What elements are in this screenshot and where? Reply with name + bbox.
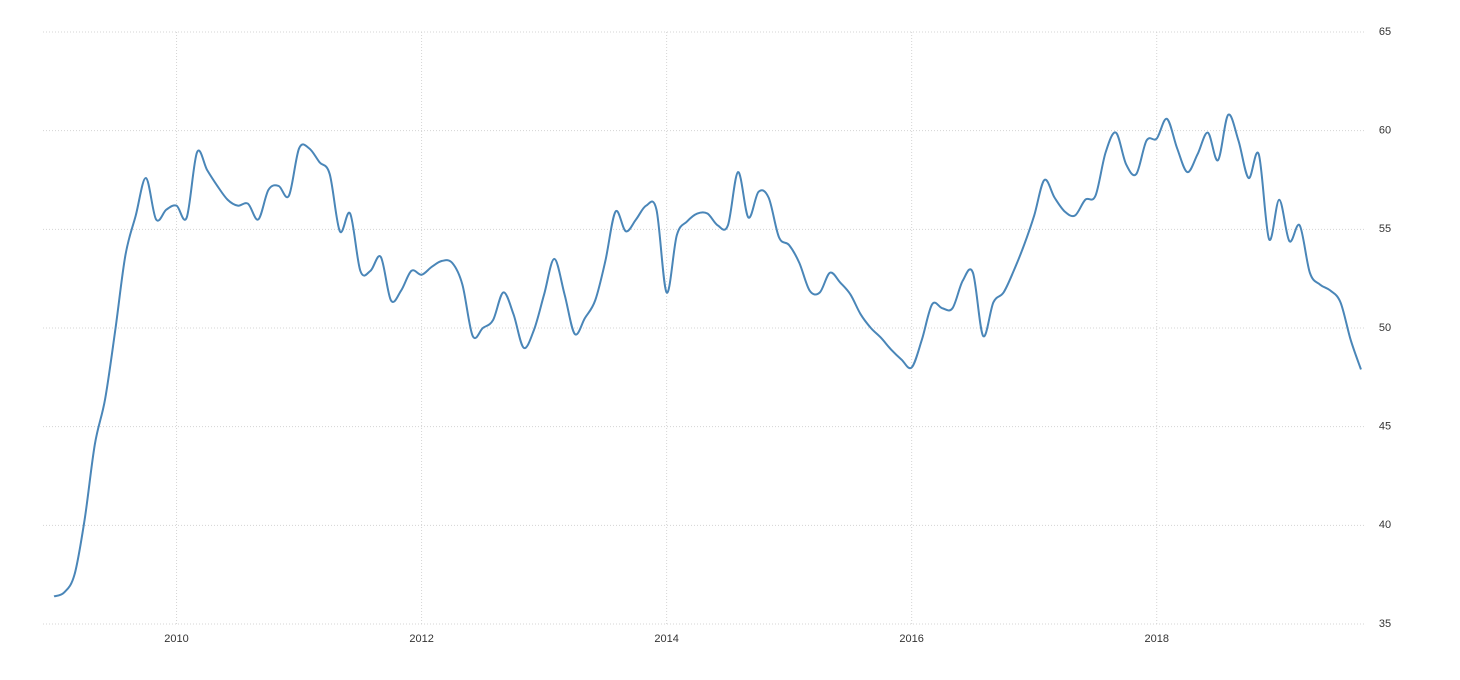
y-tick-label: 50 — [1379, 322, 1391, 334]
x-tick-label: 2016 — [899, 633, 923, 645]
line-series — [53, 113, 1362, 598]
x-tick-label: 2018 — [1144, 633, 1168, 645]
y-tick-label: 40 — [1379, 519, 1391, 531]
y-tick-label: 65 — [1379, 26, 1391, 38]
x-tick-label: 2014 — [654, 633, 678, 645]
y-tick-label: 35 — [1379, 618, 1391, 630]
x-tick-label: 2010 — [164, 633, 188, 645]
y-tick-label: 55 — [1379, 223, 1391, 235]
x-tick-label: 2012 — [409, 633, 433, 645]
y-tick-label: 45 — [1379, 421, 1391, 433]
y-tick-label: 60 — [1379, 125, 1391, 137]
